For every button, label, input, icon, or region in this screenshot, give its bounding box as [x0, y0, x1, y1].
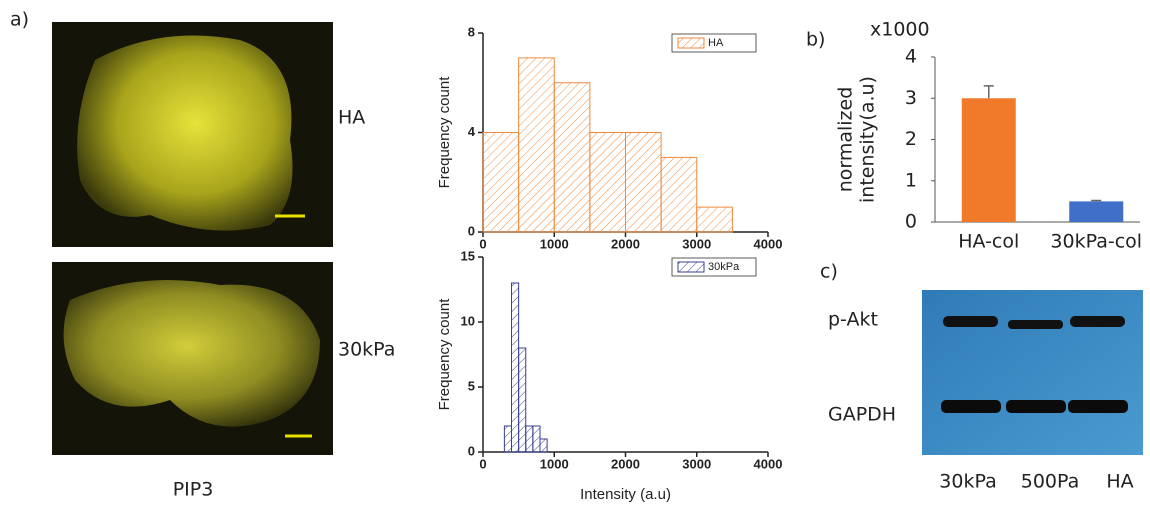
histogram-bar	[660, 156, 698, 233]
image-caption: PIP3	[173, 479, 214, 501]
micrograph	[52, 22, 333, 247]
y-tick-label: 3	[905, 87, 917, 109]
x-tick-label: 1000	[540, 236, 569, 251]
blot-lane-label: HA	[1106, 471, 1133, 493]
blot-lane-label: 500Pa	[1021, 471, 1080, 493]
x-axis-label: Intensity (a.u)	[580, 486, 671, 503]
western-blot	[922, 290, 1143, 455]
legend-swatch	[677, 37, 705, 49]
x-tick-label: HA-col	[958, 231, 1019, 253]
image-label: HA	[338, 107, 365, 129]
y-axis-label: Frequency count	[436, 298, 453, 411]
histogram-bar	[532, 425, 541, 453]
y-tick-label: 4	[905, 46, 917, 68]
histogram-bar	[518, 347, 527, 453]
histogram-bar	[696, 206, 733, 233]
micrograph	[52, 262, 333, 455]
panel-label: c)	[820, 261, 838, 283]
annotation: x1000	[870, 19, 930, 41]
histogram-bar	[589, 132, 626, 233]
y-tick-label: 0	[468, 223, 475, 238]
y-tick-label: 8	[468, 24, 475, 39]
legend-label: HA	[708, 37, 724, 49]
histogram-bar	[525, 425, 534, 453]
image-label: 30kPa	[338, 339, 395, 361]
y-tick-label: 4	[468, 124, 476, 139]
x-tick-label: 2000	[611, 456, 640, 471]
x-tick-label: 2000	[611, 236, 640, 251]
x-tick-label: 4000	[754, 456, 783, 471]
x-tick-label: 1000	[540, 456, 569, 471]
legend-swatch	[677, 261, 705, 273]
histogram-bar	[511, 282, 520, 453]
blot-row-label: p-Akt	[828, 309, 878, 331]
panel-label: a)	[10, 9, 29, 31]
y-tick-label: 0	[468, 443, 475, 458]
y-tick-label: 1	[905, 169, 917, 191]
y-tick-label: 15	[461, 248, 475, 263]
histogram-bar	[625, 132, 662, 233]
x-tick-label: 30kPa-col	[1050, 231, 1142, 253]
histogram-bar	[553, 82, 591, 233]
y-tick-label: 0	[905, 211, 917, 233]
y-tick-label: 5	[468, 378, 475, 393]
y-tick-label: 2	[905, 128, 917, 150]
panel-label: b)	[806, 29, 825, 51]
histogram-bar	[518, 57, 555, 233]
x-tick-label: 4000	[754, 236, 783, 251]
histogram-bar	[539, 438, 548, 453]
blot-row-label: GAPDH	[828, 404, 896, 426]
x-tick-label: 0	[479, 236, 486, 251]
x-tick-label: 0	[479, 456, 486, 471]
y-axis-label: Frequency count	[436, 76, 453, 189]
bar	[1069, 201, 1124, 222]
histogram-bar	[503, 425, 512, 453]
y-axis-label: intensity(a.u)	[857, 76, 879, 203]
blot-lane-label: 30kPa	[939, 471, 996, 493]
error-bar	[983, 85, 994, 99]
x-tick-label: 3000	[682, 456, 711, 471]
bar	[961, 98, 1016, 222]
legend-label: 30kPa	[708, 261, 740, 273]
error-bar	[1091, 199, 1102, 202]
histogram-bar	[482, 132, 520, 233]
y-axis-label: normalized	[835, 87, 857, 193]
y-tick-label: 10	[461, 313, 475, 328]
x-tick-label: 3000	[682, 236, 711, 251]
